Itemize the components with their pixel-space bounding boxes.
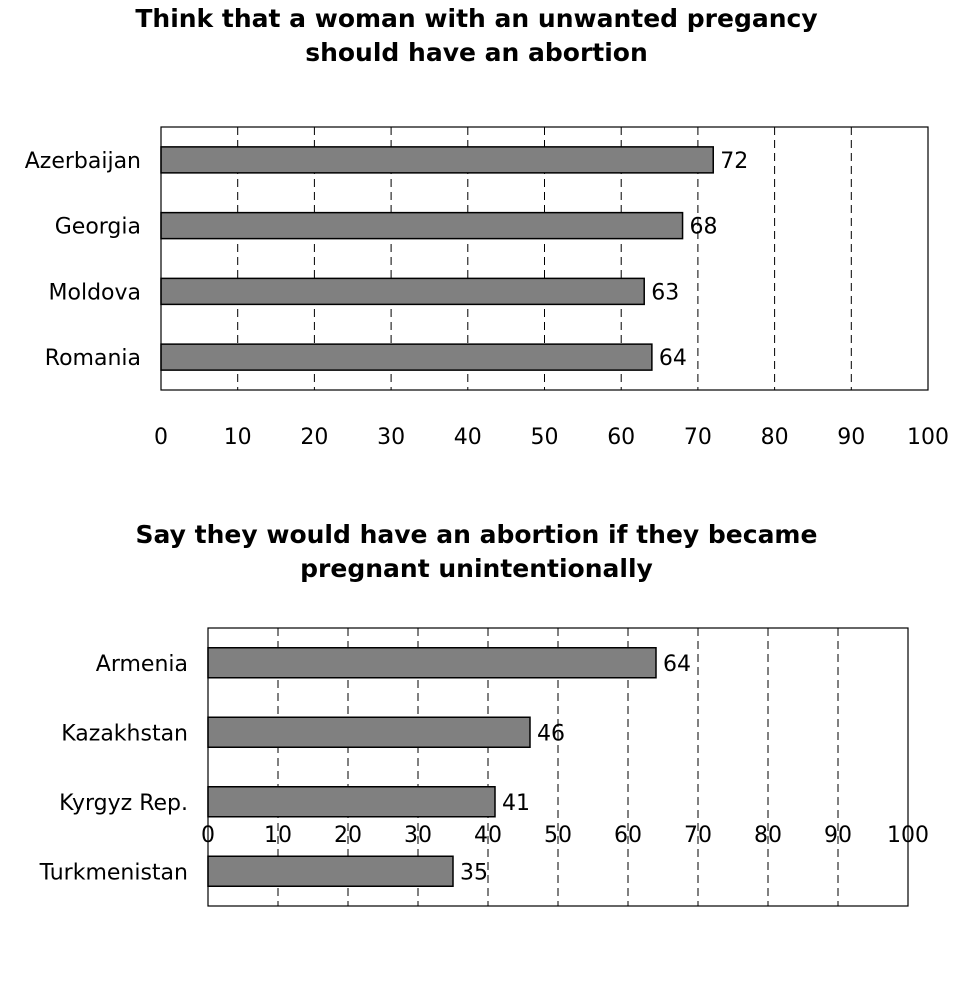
- bar: [208, 787, 495, 817]
- bar: [161, 278, 644, 304]
- x-tick-label: 70: [684, 823, 712, 848]
- bar: [161, 147, 713, 173]
- x-tick-label: 30: [377, 425, 405, 450]
- x-tick-label: 20: [300, 425, 328, 450]
- category-label: Moldova: [49, 280, 141, 305]
- data-label: 41: [502, 791, 530, 816]
- category-label: Azerbaijan: [25, 149, 141, 174]
- x-tick-label: 30: [404, 823, 432, 848]
- category-label: Romania: [45, 346, 141, 371]
- x-tick-label: 100: [887, 823, 929, 848]
- bar-chart-plot: Armenia 64 Kazakhstan 46 Kyrgyz Rep. 41 Turkme…: [0, 500, 953, 988]
- category-label: Kyrgyz Rep.: [59, 791, 188, 816]
- x-tick-label: 90: [837, 425, 865, 450]
- data-label: 46: [537, 721, 565, 746]
- data-label: 64: [659, 346, 687, 371]
- x-tick-label: 100: [907, 425, 949, 450]
- data-label: 64: [663, 652, 691, 677]
- x-tick-label: 0: [201, 823, 215, 848]
- x-tick-label: 50: [544, 823, 572, 848]
- chart-would-have-abortion: Say they would have an abortion if they …: [0, 500, 953, 988]
- data-label: 72: [720, 149, 748, 174]
- category-label: Kazakhstan: [61, 721, 188, 746]
- bar-chart-plot: Azerbaijan 72 Georgia 68 Moldova 63 Romania 64 0…: [0, 0, 953, 470]
- category-label: Armenia: [96, 652, 188, 677]
- data-label: 68: [690, 215, 718, 240]
- x-tick-label: 70: [684, 425, 712, 450]
- category-label: Georgia: [55, 215, 141, 240]
- x-tick-label: 60: [614, 823, 642, 848]
- data-label: 35: [460, 860, 488, 885]
- category-label: Turkmenistan: [39, 860, 188, 885]
- x-tick-label: 40: [474, 823, 502, 848]
- bar: [161, 344, 652, 370]
- x-tick-label: 10: [264, 823, 292, 848]
- x-tick-label: 60: [607, 425, 635, 450]
- x-tick-label: 80: [761, 425, 789, 450]
- x-tick-label: 90: [824, 823, 852, 848]
- data-label: 63: [651, 280, 679, 305]
- x-tick-label: 50: [531, 425, 559, 450]
- bar: [208, 648, 656, 678]
- bar: [161, 213, 683, 239]
- x-tick-label: 40: [454, 425, 482, 450]
- x-tick-label: 10: [224, 425, 252, 450]
- x-tick-label: 80: [754, 823, 782, 848]
- x-tick-label: 20: [334, 823, 362, 848]
- bar: [208, 856, 453, 886]
- chart-think-abortion: Think that a woman with an unwanted preg…: [0, 0, 953, 470]
- x-tick-label: 0: [154, 425, 168, 450]
- bar: [208, 717, 530, 747]
